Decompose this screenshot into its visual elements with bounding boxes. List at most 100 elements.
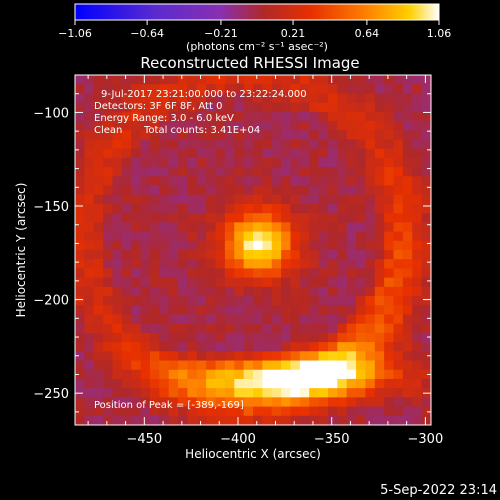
heatmap-cell: [243, 148, 254, 159]
heatmap-cell: [168, 75, 179, 85]
heatmap-cell: [178, 277, 189, 288]
heatmap-cell: [140, 176, 151, 187]
heatmap-cell: [224, 148, 235, 159]
heatmap-cell: [402, 342, 413, 352]
heatmap-cell: [112, 250, 123, 260]
heatmap-cell: [356, 286, 367, 297]
heatmap-cell: [290, 84, 301, 95]
heatmap-cell: [93, 121, 104, 131]
heatmap-cell: [140, 286, 151, 297]
heatmap-cell: [393, 406, 404, 417]
heatmap-cell: [84, 102, 95, 113]
heatmap-cell: [393, 157, 404, 168]
heatmap-cell: [262, 351, 273, 362]
heatmap-cell: [290, 157, 301, 168]
heatmap-cell: [299, 314, 310, 325]
heatmap-cell: [149, 121, 160, 131]
heatmap-cell: [253, 102, 263, 113]
heatmap-cell: [299, 259, 310, 270]
heatmap-cell: [271, 305, 282, 316]
heatmap-cell: [365, 360, 376, 371]
heatmap-cell: [168, 250, 179, 260]
heatmap-cell: [337, 406, 348, 417]
heatmap-cell: [215, 268, 226, 279]
heatmap-cell: [149, 213, 160, 223]
heatmap-cell: [234, 102, 245, 113]
heatmap-cell: [224, 121, 235, 131]
heatmap-cell: [281, 250, 292, 260]
heatmap-cell: [84, 286, 95, 297]
heatmap-cell: [271, 342, 282, 352]
heatmap-cell: [374, 378, 385, 389]
heatmap-cell: [318, 240, 329, 251]
heatmap-cell: [149, 406, 160, 417]
heatmap-cell: [365, 323, 376, 334]
heatmap-cell: [346, 222, 357, 233]
heatmap-cell: [243, 286, 254, 297]
plot-frame: [74, 74, 432, 426]
heatmap-cell: [346, 75, 357, 85]
heatmap-cell: [121, 351, 132, 362]
heatmap-cell: [365, 185, 376, 196]
heatmap-cell: [402, 397, 413, 408]
heatmap-cell: [402, 75, 413, 85]
heatmap-cell: [84, 388, 95, 398]
heatmap-cell: [309, 268, 320, 279]
heatmap-cell: [346, 139, 357, 150]
heatmap-cell: [262, 185, 273, 196]
heatmap-cell: [299, 342, 310, 352]
heatmap-cell: [103, 415, 114, 425]
heatmap-cell: [178, 250, 189, 260]
heatmap-cell: [224, 314, 235, 325]
heatmap-cell: [215, 102, 226, 113]
heatmap-cell: [112, 203, 123, 214]
heatmap-cell: [121, 415, 132, 425]
heatmap-cell: [402, 406, 413, 417]
heatmap-cell: [384, 406, 395, 417]
heatmap-cell: [121, 314, 132, 325]
heatmap-cell: [140, 369, 151, 380]
heatmap-cell: [327, 157, 338, 168]
x-tick-label: −300: [408, 432, 444, 447]
heatmap-cell: [393, 121, 404, 131]
heatmap-cell: [393, 222, 404, 233]
heatmap-cell: [140, 167, 151, 177]
heatmap-cell: [290, 342, 301, 352]
heatmap-cell: [84, 406, 95, 417]
heatmap-cell: [131, 250, 142, 260]
heatmap-cell: [215, 222, 226, 233]
heatmap-cell: [103, 176, 114, 187]
heatmap-cell: [309, 388, 320, 398]
heatmap-cell: [421, 342, 431, 352]
heatmap-cell: [187, 378, 198, 389]
heatmap-cell: [346, 314, 357, 325]
heatmap-cell: [121, 360, 132, 371]
heatmap-cell: [346, 157, 357, 168]
heatmap-cell: [281, 351, 292, 362]
heatmap-cell: [356, 360, 367, 371]
heatmap-cell: [206, 296, 217, 306]
heatmap-cell: [327, 130, 338, 141]
heatmap-cell: [384, 397, 395, 408]
heatmap-cell: [337, 130, 348, 141]
heatmap-cell: [262, 93, 273, 104]
heatmap-cell: [393, 148, 404, 159]
heatmap-cell: [421, 415, 431, 425]
heatmap-cell: [281, 378, 292, 389]
heatmap-cell: [337, 84, 348, 95]
heatmap-cell: [412, 360, 423, 371]
heatmap-cell: [121, 369, 132, 380]
heatmap-cell: [365, 148, 376, 159]
heatmap-cell: [253, 139, 263, 150]
heatmap-cell: [215, 378, 226, 389]
heatmap-cell: [346, 259, 357, 270]
heatmap-cell: [262, 360, 273, 371]
heatmap-cell: [234, 185, 245, 196]
heatmap-cell: [356, 351, 367, 362]
heatmap-cell: [337, 139, 348, 150]
heatmap-cell: [84, 342, 95, 352]
heatmap-cell: [309, 102, 320, 113]
heatmap-cell: [234, 286, 245, 297]
heatmap-cell: [112, 314, 123, 325]
heatmap-cell: [140, 305, 151, 316]
